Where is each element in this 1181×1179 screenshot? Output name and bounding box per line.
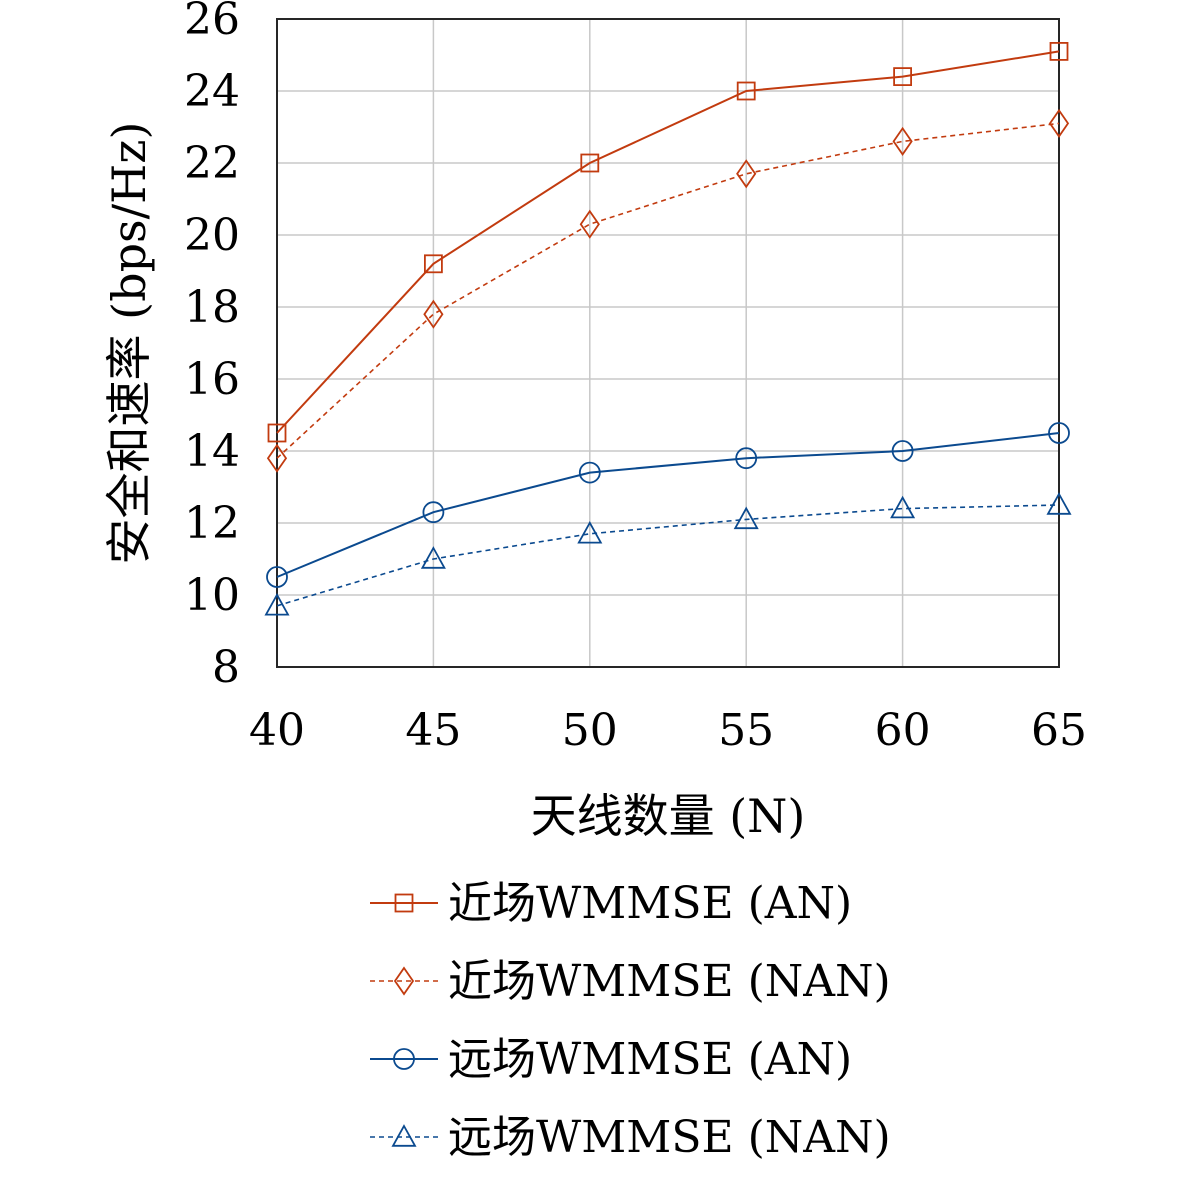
series-2-point	[736, 159, 757, 189]
series-4-line	[276, 504, 1060, 607]
y-tick-label: 20	[184, 210, 240, 261]
series-2-point	[423, 299, 444, 329]
series-3	[266, 422, 1070, 588]
legend-marker	[393, 1048, 415, 1070]
x-tick-label: 45	[405, 705, 461, 756]
x-tick-label: 40	[249, 705, 305, 756]
legend-label: 远场WMMSE (AN)	[448, 1034, 852, 1085]
series-4-point	[264, 592, 290, 616]
y-tick-label: 18	[184, 282, 240, 333]
series-1-line	[276, 50, 1060, 434]
legend-marker	[391, 1124, 417, 1147]
y-tick-label: 10	[184, 570, 240, 621]
series-1-point	[736, 81, 756, 101]
y-axis-label: 安全和速率 (bps/Hz)	[102, 122, 156, 565]
series-3-point	[422, 501, 445, 524]
series-3-point	[266, 566, 288, 588]
series-1	[267, 42, 1069, 443]
series-2-line	[276, 122, 1060, 459]
series-1-point	[893, 67, 912, 86]
y-tick-label: 22	[184, 138, 240, 189]
y-tick-label: 16	[184, 354, 240, 405]
series-2-point	[1048, 108, 1070, 138]
series-1-point	[580, 153, 600, 173]
legend-label: 近场WMMSE (AN)	[448, 878, 852, 929]
legend-marker	[393, 966, 415, 996]
legend-item-2: 近场WMMSE (NAN)	[370, 956, 891, 1007]
series-3-point	[891, 440, 914, 462]
y-tick-label: 14	[184, 426, 240, 477]
series-4-point	[890, 495, 916, 519]
series-4-point	[577, 520, 603, 544]
x-axis-label: 天线数量 (N)	[531, 789, 806, 843]
x-tick-label: 55	[718, 705, 774, 756]
series-layer	[264, 42, 1072, 616]
y-tick-label: 26	[184, 0, 240, 45]
legend: 近场WMMSE (AN) 近场WMMSE (NAN) 远场WMMSE (AN) 远场W…	[370, 878, 891, 1163]
legend-item-3: 远场WMMSE (AN)	[370, 1034, 852, 1085]
series-4-point	[420, 546, 446, 569]
legend-marker	[394, 893, 414, 913]
plot-frame	[276, 18, 1060, 668]
series-2-point	[892, 126, 913, 156]
series-4	[264, 492, 1072, 616]
series-3-line	[276, 432, 1060, 578]
y-tick-label: 12	[184, 498, 240, 549]
x-tick-label: 50	[562, 705, 618, 756]
legend-item-1: 近场WMMSE (AN)	[370, 878, 852, 929]
series-1-point	[267, 423, 287, 443]
series-4-point	[733, 506, 759, 530]
series-2-point	[266, 443, 288, 473]
series-4-point	[1046, 492, 1072, 515]
series-3-point	[1048, 422, 1070, 444]
legend-label: 近场WMMSE (NAN)	[448, 956, 891, 1007]
series-2-point	[579, 209, 600, 239]
x-tick-label: 60	[875, 705, 931, 756]
legend-label: 远场WMMSE (NAN)	[448, 1112, 891, 1163]
series-3-point	[578, 461, 601, 484]
series-1-point	[423, 254, 443, 274]
series-2	[266, 108, 1070, 473]
series-3-point	[735, 447, 758, 470]
x-tick-label: 65	[1031, 705, 1087, 756]
y-tick-label: 8	[212, 642, 240, 693]
axis-ticks: 40 45 50 55 60 65 8 10 12 14 16 18 20 22 24 26	[184, 0, 1087, 756]
series-1-point	[1049, 42, 1069, 61]
y-tick-label: 24	[184, 66, 240, 117]
grid	[276, 18, 1060, 668]
legend-item-4: 远场WMMSE (NAN)	[370, 1112, 891, 1163]
